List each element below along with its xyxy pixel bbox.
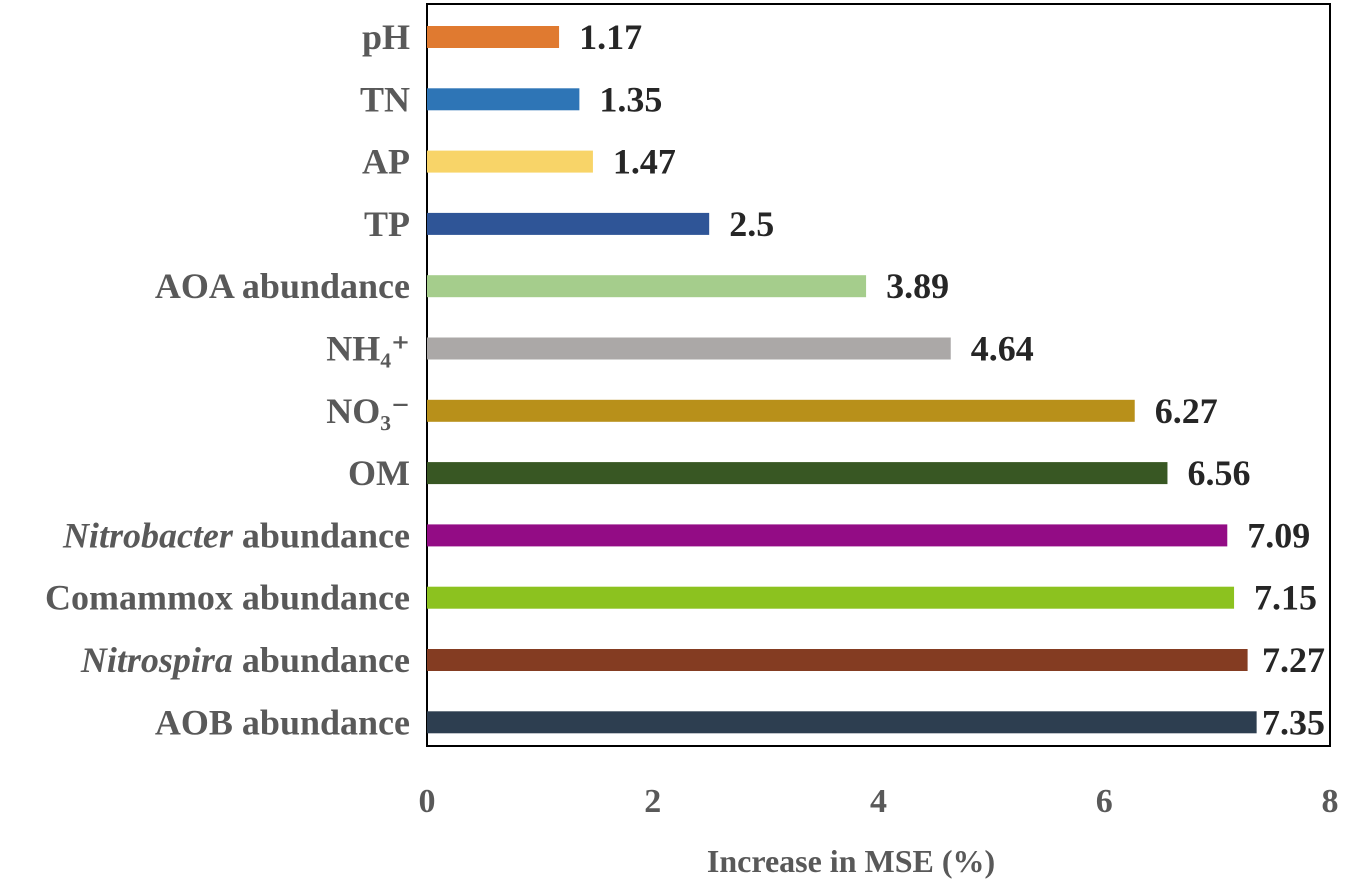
bar-tn [427,88,580,111]
value-label-tp: 2.5 [729,204,774,244]
x-tick-label-0: 0 [419,783,436,820]
x-axis-ticks: 0 2 4 6 8 [419,783,1339,820]
x-tick-label-8: 8 [1322,783,1339,820]
category-label-tp: TP [364,204,410,244]
category-label-no: NO₃⁻ [326,391,410,431]
bar-tp [427,212,710,235]
value-label-ph: 1.17 [579,17,642,57]
x-tick-label-4: 4 [870,783,887,820]
bar-ph [427,26,560,48]
bar-nitrobacter-abundance [427,524,1228,547]
category-label-aob-abundance: AOB abundance [155,702,410,742]
value-label-nh: 4.64 [971,329,1034,369]
value-label-aoa-abundance: 3.89 [886,266,949,306]
bars-group [427,26,1257,734]
category-label-comammox-abundance: Comammox abundance [45,578,410,618]
category-label-nitrobacter-abundance: Nitrobacter abundance [62,515,410,555]
value-label-comammox-abundance: 7.15 [1254,578,1317,618]
category-label-om: OM [348,453,410,493]
category-label-ph: pH [362,17,410,57]
category-label-ap: AP [362,142,410,182]
plot-area-frame [426,3,1331,747]
bar-nh [427,337,951,360]
category-labels: pH TN AP TP AOA abundance NH₄⁺ NO₃⁻ OM Nitrobact… [45,17,410,742]
bar-nitrospira-abundance [427,649,1248,671]
value-label-no: 6.27 [1155,391,1218,431]
bar-ap [427,150,593,173]
category-label-nitrospira-abundance: Nitrospira abundance [80,640,410,680]
bar-om [427,462,1168,485]
value-labels: 1.17 1.35 1.47 2.5 3.89 4.64 6.27 6.56 7.09 7.15 7… [579,17,1325,742]
bar-aob-abundance [427,711,1257,734]
value-label-nitrospira-abundance: 7.27 [1262,640,1325,680]
x-tick-label-6: 6 [1096,783,1113,820]
category-label-aoa-abundance: AOA abundance [155,266,410,306]
x-tick-label-2: 2 [644,783,661,820]
category-label-nh: NH₄⁺ [326,329,410,369]
value-label-tn: 1.35 [599,79,662,119]
value-label-om: 6.56 [1187,453,1250,493]
value-label-ap: 1.47 [613,142,676,182]
value-label-aob-abundance: 7.35 [1262,702,1325,742]
bar-aoa-abundance [427,275,867,298]
bar-no [427,399,1135,422]
value-label-nitrobacter-abundance: 7.09 [1247,515,1310,555]
x-axis-title: Increase in MSE (%) [707,843,995,879]
category-label-tn: TN [360,79,410,119]
bar-comammox-abundance [427,586,1235,609]
